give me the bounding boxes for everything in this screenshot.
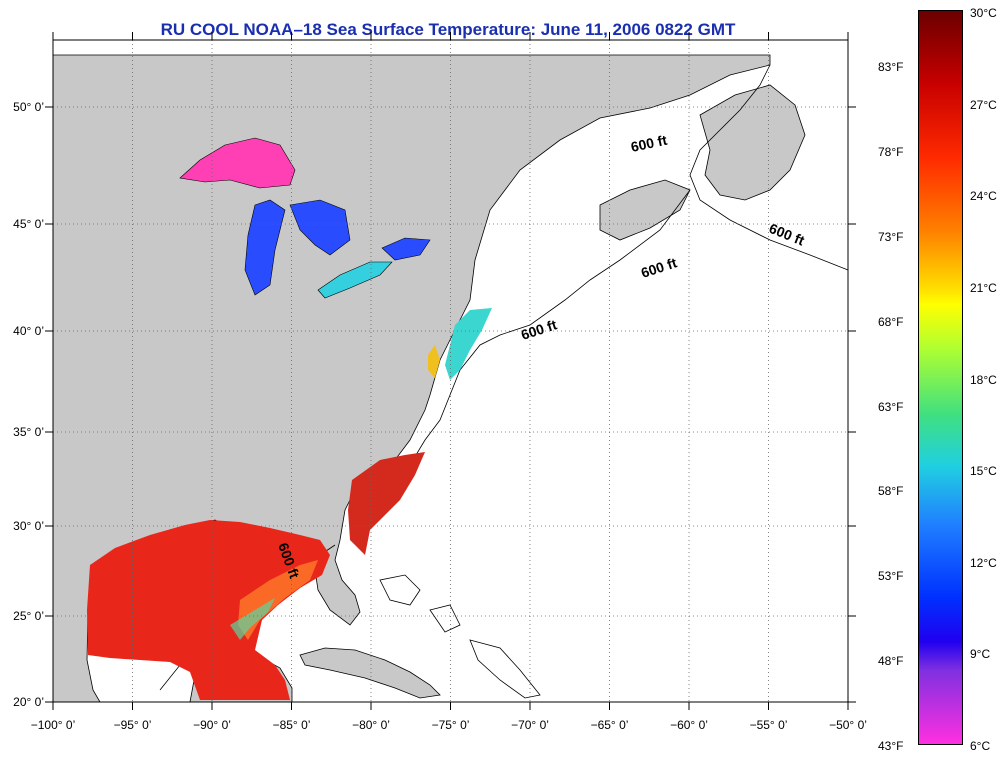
colorbar bbox=[918, 10, 963, 745]
lake-superior bbox=[179, 137, 296, 189]
lon-label: −60° 0’ bbox=[670, 718, 708, 732]
lat-label: 25° 0’ bbox=[13, 609, 44, 623]
sst-gulf-of-mexico bbox=[87, 520, 330, 700]
lat-label: 30° 0’ bbox=[13, 519, 44, 533]
lake-erie bbox=[317, 261, 393, 299]
colorbar-fahrenheit-label: 73°F bbox=[878, 229, 904, 244]
colorbar-fahrenheit-label: 48°F bbox=[878, 654, 904, 669]
lon-label: −100° 0’ bbox=[31, 718, 76, 732]
lake-michigan bbox=[244, 199, 286, 296]
colorbar-celsius-label: 21°C bbox=[970, 280, 997, 295]
colorbar-fahrenheit-label: 83°F bbox=[878, 60, 904, 74]
map-frame bbox=[52, 39, 849, 703]
colorbar-celsius-label: 18°C bbox=[970, 372, 997, 387]
lon-label: −50° 0’ bbox=[829, 718, 867, 732]
land-newfoundland bbox=[699, 84, 806, 201]
lon-label: −55° 0’ bbox=[750, 718, 788, 732]
colorbar-celsius-label: 12°C bbox=[970, 555, 997, 570]
colorbar-celsius-label: 30°C bbox=[970, 6, 997, 20]
colorbar-fahrenheit-label: 68°F bbox=[878, 314, 904, 329]
lat-label: 20° 0’ bbox=[13, 695, 44, 709]
colorbar-fahrenheit-label: 53°F bbox=[878, 569, 904, 584]
bahamas-outline bbox=[379, 574, 541, 699]
land-nova-scotia bbox=[599, 179, 691, 241]
lon-label: −65° 0’ bbox=[591, 718, 629, 732]
lat-label: 35° 0’ bbox=[13, 425, 44, 439]
latitude-labels: 20° 0’ 25° 0’ 30° 0’ 35° 0’ 40° 0’ 45° 0’ 50° … bbox=[13, 100, 44, 709]
lon-label: −85° 0’ bbox=[273, 718, 311, 732]
colorbar-fahrenheit-label: 58°F bbox=[878, 484, 904, 499]
colorbar-fahrenheit-label: 63°F bbox=[878, 399, 904, 414]
longitude-labels: −100° 0’ −95° 0’ −90° 0’ −85° 0’ −80° 0’ −75°… bbox=[31, 718, 867, 732]
sst-chesapeake bbox=[428, 345, 440, 378]
colorbar-celsius-label: 9°C bbox=[970, 647, 991, 662]
colorbar-celsius-label: 24°C bbox=[970, 189, 997, 204]
sst-mid-atlantic bbox=[445, 308, 492, 380]
lat-label: 45° 0’ bbox=[13, 217, 44, 231]
sst-gulf-green-band bbox=[230, 598, 275, 640]
lat-label: 50° 0’ bbox=[13, 100, 44, 114]
sst-atlantic-se bbox=[348, 452, 425, 555]
lake-huron bbox=[289, 199, 351, 256]
sst-map: −100° 0’ −95° 0’ −90° 0’ −85° 0’ −80° 0’ −75°… bbox=[13, 32, 867, 732]
lon-label: −75° 0’ bbox=[432, 718, 470, 732]
colorbar-celsius-label: 6°C bbox=[970, 739, 991, 753]
lat-label: 40° 0’ bbox=[13, 324, 44, 338]
lon-label: −90° 0’ bbox=[193, 718, 231, 732]
isobath-label: 600 ft bbox=[629, 132, 668, 155]
lon-label: −80° 0’ bbox=[352, 718, 390, 732]
colorbar-fahrenheit-label: 78°F bbox=[878, 144, 904, 159]
colorbar-celsius-label: 27°C bbox=[970, 97, 997, 112]
colorbar-fahrenheit-label: 43°F bbox=[878, 739, 904, 753]
lon-label: −70° 0’ bbox=[511, 718, 549, 732]
lon-label: −95° 0’ bbox=[114, 718, 152, 732]
colorbar-celsius-label: 15°C bbox=[970, 464, 997, 479]
land-cuba bbox=[299, 647, 441, 699]
isobath-600ft bbox=[394, 64, 849, 481]
lake-ontario bbox=[381, 237, 431, 261]
map-title: RU COOL NOAA–18 Sea Surface Temperature:… bbox=[160, 20, 736, 39]
